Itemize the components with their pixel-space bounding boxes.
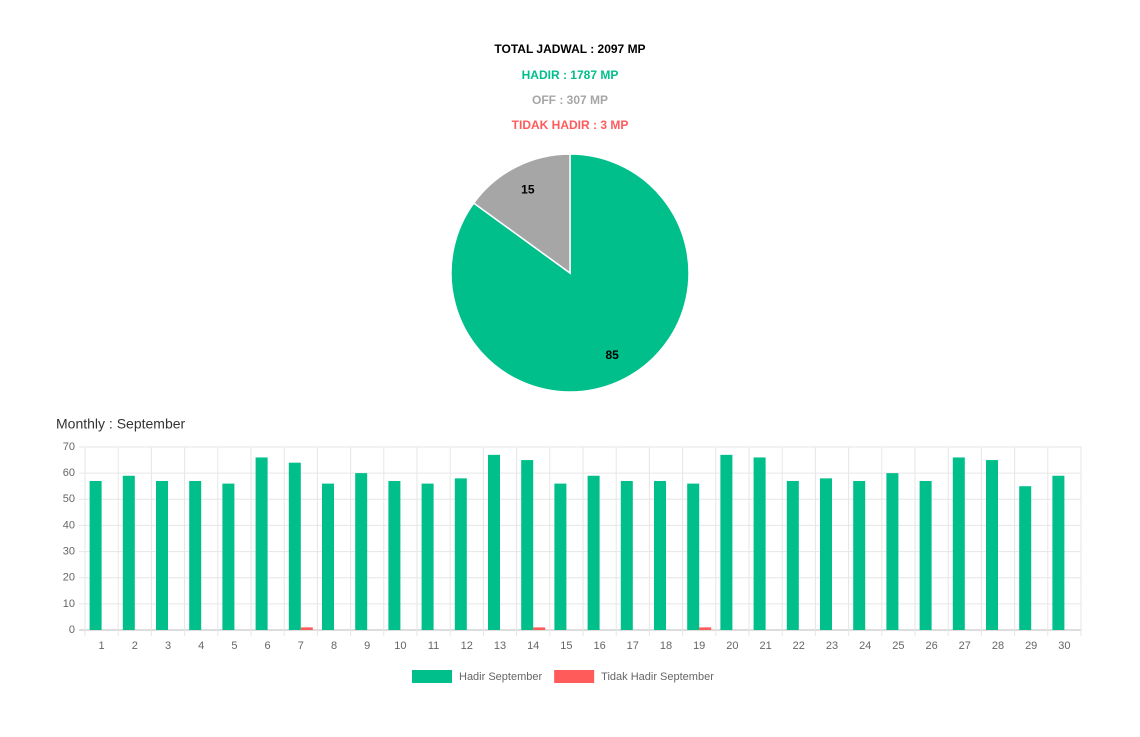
x-tick-label: 18 bbox=[660, 640, 672, 652]
pie-subtitle: HADIR : 1787 MP bbox=[522, 68, 619, 82]
bar bbox=[222, 483, 235, 630]
x-tick-label: 5 bbox=[231, 640, 237, 652]
x-tick-label: 28 bbox=[992, 640, 1004, 652]
legend-swatch bbox=[554, 670, 595, 683]
x-tick-label: 9 bbox=[364, 640, 370, 652]
y-tick-label: 50 bbox=[63, 493, 75, 505]
bar bbox=[454, 478, 467, 630]
x-tick-label: 24 bbox=[859, 640, 871, 652]
y-tick-label: 0 bbox=[69, 624, 75, 636]
bar bbox=[699, 627, 712, 630]
x-tick-label: 6 bbox=[265, 640, 271, 652]
legend-swatch bbox=[412, 670, 452, 683]
bar bbox=[288, 462, 301, 630]
x-tick-label: 29 bbox=[1025, 640, 1037, 652]
bar bbox=[952, 457, 965, 630]
bar bbox=[421, 483, 434, 630]
bar bbox=[300, 627, 313, 630]
y-tick-label: 70 bbox=[63, 441, 75, 453]
pie-subtitle: OFF : 307 MP bbox=[532, 93, 608, 107]
bar bbox=[89, 480, 102, 630]
x-tick-label: 10 bbox=[394, 640, 406, 652]
bar bbox=[587, 475, 600, 630]
bar bbox=[189, 480, 202, 630]
y-tick-label: 60 bbox=[63, 467, 75, 479]
x-tick-label: 12 bbox=[461, 640, 473, 652]
x-tick-label: 3 bbox=[165, 640, 171, 652]
x-tick-label: 15 bbox=[560, 640, 572, 652]
x-tick-label: 19 bbox=[693, 640, 705, 652]
bar bbox=[322, 483, 334, 630]
x-tick-label: 30 bbox=[1058, 640, 1070, 652]
x-tick-label: 23 bbox=[826, 640, 838, 652]
bar bbox=[620, 480, 633, 630]
x-tick-label: 7 bbox=[298, 640, 304, 652]
bar bbox=[156, 480, 168, 630]
bar bbox=[687, 483, 700, 630]
bar bbox=[488, 454, 500, 630]
y-tick-label: 40 bbox=[63, 519, 75, 531]
x-tick-label: 16 bbox=[593, 640, 605, 652]
x-tick-label: 14 bbox=[527, 640, 539, 652]
y-tick-label: 10 bbox=[63, 598, 75, 610]
bar bbox=[533, 627, 546, 630]
legend-label: Hadir September bbox=[459, 671, 542, 683]
bar bbox=[853, 480, 866, 630]
bar bbox=[122, 475, 135, 630]
pie-label: 15 bbox=[521, 182, 535, 196]
bar bbox=[521, 460, 534, 630]
pie-label: 85 bbox=[605, 348, 619, 362]
bar bbox=[753, 457, 766, 630]
bar bbox=[886, 473, 899, 630]
bar-title: Monthly : September bbox=[56, 416, 186, 432]
bar bbox=[355, 473, 368, 630]
bar bbox=[654, 480, 666, 630]
x-tick-label: 2 bbox=[132, 640, 138, 652]
y-tick-label: 30 bbox=[63, 545, 75, 557]
pie-title: TOTAL JADWAL : 2097 MP bbox=[494, 42, 645, 56]
bar bbox=[1052, 475, 1065, 630]
x-tick-label: 26 bbox=[925, 640, 937, 652]
bar bbox=[919, 480, 932, 630]
bar bbox=[255, 457, 268, 630]
pie-subtitle: TIDAK HADIR : 3 MP bbox=[512, 118, 629, 132]
y-tick-label: 20 bbox=[63, 572, 75, 584]
x-tick-label: 22 bbox=[793, 640, 805, 652]
x-tick-label: 1 bbox=[99, 640, 105, 652]
pie-slice bbox=[472, 153, 571, 275]
bar bbox=[820, 478, 832, 630]
x-tick-label: 8 bbox=[331, 640, 337, 652]
x-tick-label: 13 bbox=[494, 640, 506, 652]
bar bbox=[388, 480, 401, 630]
x-tick-label: 4 bbox=[198, 640, 204, 652]
x-tick-label: 11 bbox=[428, 640, 439, 652]
bar bbox=[554, 483, 567, 630]
bar bbox=[1019, 486, 1032, 630]
x-tick-label: 17 bbox=[627, 640, 639, 652]
bar bbox=[986, 460, 998, 630]
x-tick-label: 25 bbox=[892, 640, 904, 652]
x-tick-label: 27 bbox=[959, 640, 971, 652]
x-tick-label: 20 bbox=[726, 640, 738, 652]
bar bbox=[720, 454, 733, 630]
legend-label: Tidak Hadir September bbox=[601, 671, 714, 683]
x-tick-label: 21 bbox=[759, 640, 771, 652]
bar bbox=[786, 480, 799, 630]
